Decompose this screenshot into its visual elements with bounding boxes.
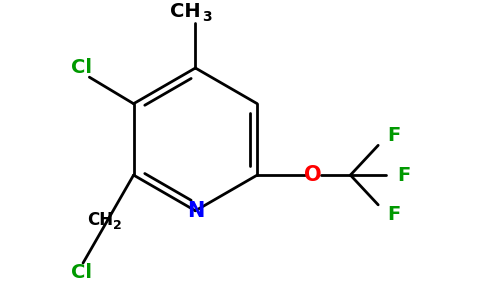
Text: F: F — [397, 166, 410, 184]
Text: CH: CH — [170, 2, 201, 21]
Text: Cl: Cl — [71, 263, 91, 283]
Text: O: O — [304, 165, 321, 185]
Text: F: F — [387, 126, 401, 145]
Text: 2: 2 — [113, 219, 122, 232]
Text: F: F — [387, 205, 401, 224]
Text: CH: CH — [87, 211, 113, 229]
Text: Cl: Cl — [71, 58, 92, 77]
Text: N: N — [187, 201, 204, 221]
Text: 3: 3 — [202, 11, 212, 24]
